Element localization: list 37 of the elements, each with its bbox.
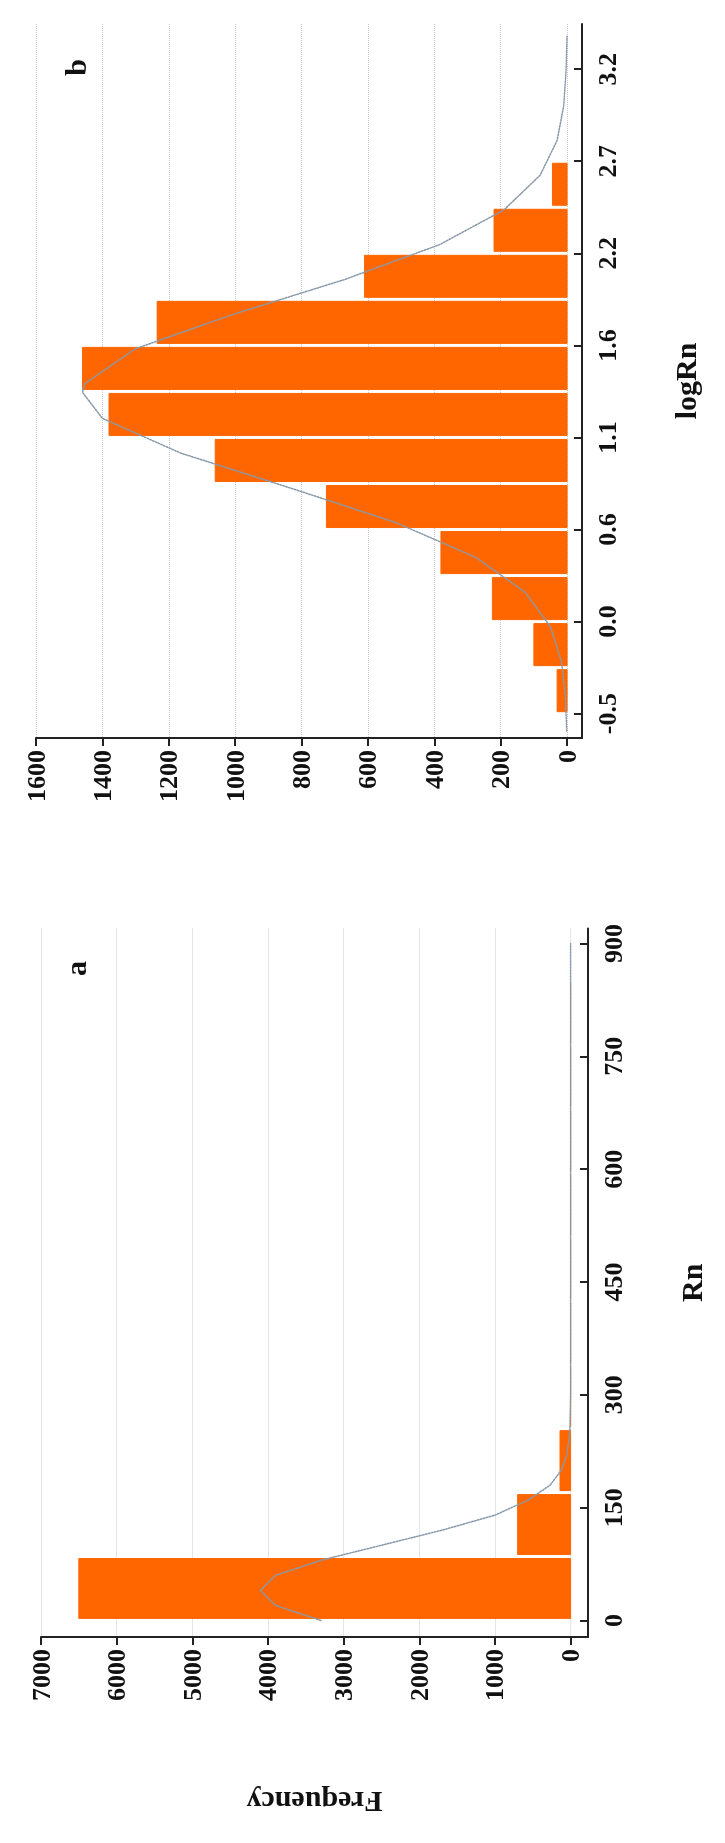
annotation: a — [58, 961, 92, 976]
y-tick-label: 3.2 — [592, 52, 622, 86]
x-tick-label: 2000 — [404, 1649, 434, 1701]
x-tick-label: 200 — [486, 750, 516, 789]
y-tick-label: 0 — [598, 1613, 628, 1627]
x-tick-label: 0 — [556, 1649, 586, 1662]
y-tick-label: 900 — [598, 924, 628, 963]
y-tick-label: 1.6 — [592, 329, 622, 362]
x-tick-label: 1000 — [480, 1649, 510, 1701]
x-tick-label: 1400 — [87, 750, 117, 802]
x-axis-title: Frequency — [246, 1785, 383, 1819]
x-tick-label: 6000 — [102, 1649, 132, 1701]
y-tick-label: 450 — [598, 1262, 628, 1302]
y-tick-label: 600 — [598, 1149, 628, 1189]
y-axis-title: Rn — [674, 1263, 708, 1302]
y-tick-label: 2.2 — [592, 237, 622, 270]
y-tick-label: 300 — [598, 1375, 628, 1415]
x-tick-label: 400 — [419, 750, 449, 789]
y-tick-label: 1.1 — [592, 421, 622, 454]
y-axis-title: logRn — [668, 342, 702, 420]
annotation: b — [58, 59, 92, 76]
x-tick-label: 0 — [552, 750, 582, 763]
y-tick-label: 0.6 — [592, 513, 622, 546]
x-tick-label: 5000 — [177, 1649, 207, 1701]
y-tick-label: 0.0 — [592, 605, 622, 638]
x-tick-label: 800 — [287, 750, 317, 789]
x-tick-label: 600 — [353, 750, 383, 789]
x-tick-label: 3000 — [329, 1649, 359, 1701]
x-tick-label: 1200 — [154, 750, 184, 802]
y-tick-label: 2.7 — [592, 144, 622, 178]
y-tick-label: -0.5 — [592, 693, 622, 735]
y-tick-label: 150 — [598, 1488, 628, 1528]
x-tick-label: 1000 — [220, 750, 250, 802]
y-tick-label: 750 — [598, 1036, 628, 1076]
x-tick-label: 1600 — [21, 750, 51, 802]
x-tick-label: 7000 — [26, 1649, 56, 1701]
x-tick-label: 4000 — [253, 1649, 283, 1701]
